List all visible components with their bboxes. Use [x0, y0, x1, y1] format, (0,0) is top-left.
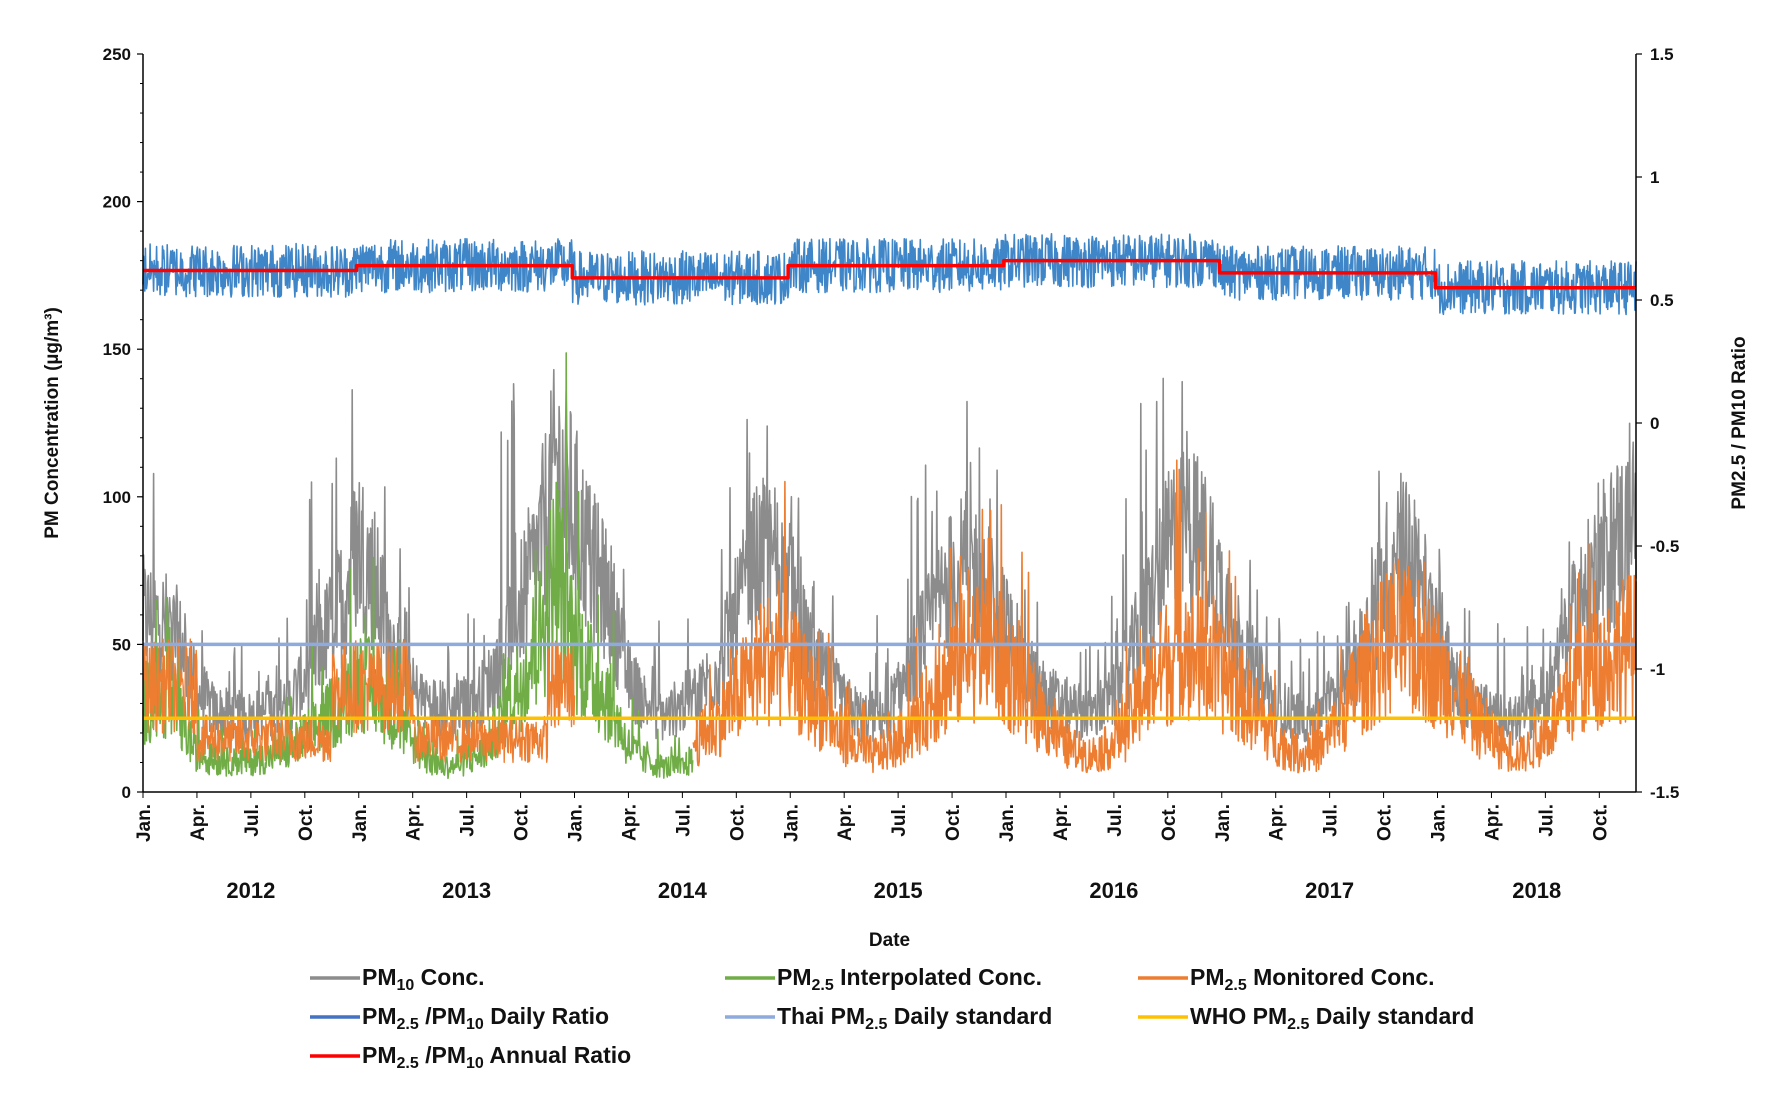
- month-tick-label: Oct.: [1590, 804, 1611, 841]
- legend-item: PM2.5 /PM10 Daily Ratio: [310, 1003, 609, 1033]
- legend-item: PM2.5 Monitored Conc.: [1138, 964, 1435, 994]
- legend-subscript: 2.5: [397, 1055, 419, 1072]
- month-tick-label: Oct.: [1375, 804, 1396, 841]
- legend-item: Thai PM2.5 Daily standard: [725, 1003, 1052, 1033]
- right-tick-label: -1.5: [1650, 783, 1679, 802]
- month-tick-label: Oct.: [512, 804, 533, 841]
- legend-label: PM2.5 /PM10 Daily Ratio: [362, 1003, 609, 1033]
- month-tick-label: Apr.: [1267, 804, 1288, 841]
- legend-item: WHO PM2.5 Daily standard: [1138, 1003, 1474, 1033]
- month-tick-label: Jul.: [1536, 804, 1557, 837]
- legend-label: PM2.5 /PM10 Annual Ratio: [362, 1042, 631, 1072]
- legend-item: PM2.5 /PM10 Annual Ratio: [310, 1042, 631, 1072]
- legend-text-part: Monitored Conc.: [1247, 964, 1435, 990]
- right-tick-label: -0.5: [1650, 537, 1679, 556]
- right-tick-label: 0.5: [1650, 291, 1674, 310]
- legend-item: PM2.5 Interpolated Conc.: [725, 964, 1042, 994]
- month-tick-label: Jul.: [1321, 804, 1342, 837]
- year-label: 2017: [1305, 878, 1354, 903]
- legend-text-part: Daily Ratio: [484, 1003, 609, 1029]
- legend-label: PM2.5 Monitored Conc.: [1190, 964, 1435, 994]
- left-tick-label: 0: [122, 783, 131, 802]
- legend-text-part: /PM: [419, 1003, 466, 1029]
- year-label: 2016: [1089, 878, 1138, 903]
- legend-subscript: 2.5: [397, 1016, 419, 1033]
- year-label: 2018: [1512, 878, 1561, 903]
- month-tick-label: Apr.: [404, 804, 425, 841]
- left-tick-label: 100: [103, 488, 131, 507]
- month-tick-label: Apr.: [1051, 804, 1072, 841]
- legend-text-part: PM: [777, 964, 812, 990]
- axes-layer: 0 50 100 150 200 250 -1.5 -1 -0.5 0 0.5 1 1.5 Jan. Apr…: [42, 45, 1750, 951]
- x-axis-title: Date: [869, 930, 910, 951]
- legend-text-part: Daily standard: [1309, 1003, 1474, 1029]
- series-pm25-monitored-line: [692, 459, 1637, 774]
- legend-text-part: PM: [362, 1042, 397, 1068]
- month-tick-label: Jan.: [566, 804, 587, 842]
- left-axis-title: PM Concentration (µg/m³): [42, 307, 63, 539]
- legend-item: PM10 Conc.: [310, 964, 485, 994]
- month-tick-label: Jul.: [1105, 804, 1126, 837]
- legend: PM10 Conc. PM2.5 Interpolated Conc. PM2.5 …: [310, 964, 1474, 1072]
- right-tick-label: 0: [1650, 414, 1659, 433]
- month-tick-label: Jan.: [1213, 804, 1234, 842]
- legend-subscript: 10: [397, 977, 415, 994]
- legend-text-part: PM: [362, 964, 397, 990]
- month-tick-label: Jul.: [242, 804, 263, 837]
- legend-text-part: /PM: [419, 1042, 466, 1068]
- year-label: 2014: [658, 878, 708, 903]
- legend-label: Thai PM2.5 Daily standard: [777, 1003, 1052, 1033]
- month-tick-label: Oct.: [1159, 804, 1180, 841]
- right-tick-label: -1: [1650, 660, 1665, 679]
- year-label: 2013: [442, 878, 491, 903]
- left-tick-label: 50: [112, 635, 131, 654]
- month-tick-label: Jan.: [1429, 804, 1450, 842]
- month-tick-label: Jan.: [997, 804, 1018, 842]
- month-tick-label: Oct.: [727, 804, 748, 841]
- legend-subscript: 2.5: [812, 977, 834, 994]
- left-tick-label: 200: [103, 193, 131, 212]
- left-tick-label: 250: [103, 45, 131, 64]
- legend-text-part: Daily standard: [887, 1003, 1052, 1029]
- legend-subscript: 10: [466, 1016, 484, 1033]
- month-tick-label: Jan.: [781, 804, 802, 842]
- legend-subscript: 10: [466, 1055, 484, 1072]
- legend-subscript: 2.5: [1287, 1016, 1309, 1033]
- series-pm25-monitored-early-line: [142, 638, 576, 764]
- legend-text-part: Conc.: [414, 964, 484, 990]
- legend-text-part: Annual Ratio: [484, 1042, 631, 1068]
- legend-text-part: WHO PM: [1190, 1003, 1287, 1029]
- right-tick-label: 1: [1650, 168, 1659, 187]
- legend-text-part: PM: [1190, 964, 1225, 990]
- month-tick-label: Apr.: [188, 804, 209, 841]
- month-tick-label: Apr.: [1482, 804, 1503, 841]
- legend-label: PM10 Conc.: [362, 964, 485, 994]
- legend-subscript: 2.5: [865, 1016, 887, 1033]
- left-tick-label: 150: [103, 340, 131, 359]
- legend-label: PM2.5 Interpolated Conc.: [777, 964, 1042, 994]
- series-annual-ratio-line: [143, 258, 1636, 290]
- legend-label: WHO PM2.5 Daily standard: [1190, 1003, 1474, 1033]
- month-tick-label: Apr.: [619, 804, 640, 841]
- month-tick-label: Jul.: [673, 804, 694, 837]
- series-layer: [142, 233, 1637, 780]
- legend-text-part: Thai PM: [777, 1003, 865, 1029]
- year-label: 2012: [226, 878, 275, 903]
- right-axis-title: PM2.5 / PM10 Ratio: [1729, 336, 1750, 509]
- month-tick-label: Jan.: [350, 804, 371, 842]
- year-label: 2015: [874, 878, 923, 903]
- legend-text-part: Interpolated Conc.: [834, 964, 1042, 990]
- legend-text-part: PM: [362, 1003, 397, 1029]
- legend-subscript: 2.5: [1225, 977, 1247, 994]
- right-tick-label: 1.5: [1650, 45, 1674, 64]
- month-tick-label: Jul.: [889, 804, 910, 837]
- month-tick-label: Oct.: [296, 804, 317, 841]
- month-tick-label: Oct.: [943, 804, 964, 841]
- month-tick-label: Jul.: [458, 804, 479, 837]
- month-tick-label: Apr.: [835, 804, 856, 841]
- month-tick-label: Jan.: [134, 804, 155, 842]
